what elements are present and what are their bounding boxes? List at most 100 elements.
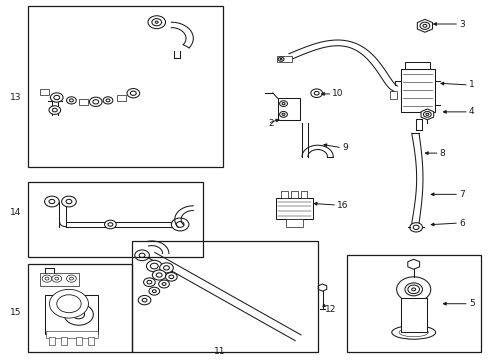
Circle shape (411, 288, 415, 291)
Circle shape (149, 287, 159, 295)
Polygon shape (318, 284, 326, 291)
Circle shape (104, 220, 116, 229)
Circle shape (66, 199, 72, 204)
Circle shape (407, 285, 419, 294)
Circle shape (143, 278, 155, 287)
Bar (389, 91, 396, 99)
Circle shape (412, 225, 418, 229)
Bar (290, 192, 297, 198)
Circle shape (49, 106, 61, 114)
Text: 12: 12 (325, 305, 336, 314)
Circle shape (61, 196, 76, 207)
Text: 7: 7 (458, 190, 464, 199)
Circle shape (155, 21, 158, 23)
Circle shape (282, 113, 285, 116)
Text: 15: 15 (10, 308, 22, 317)
Polygon shape (416, 19, 431, 32)
Circle shape (280, 58, 282, 60)
Text: 3: 3 (458, 19, 464, 28)
Bar (277, 98, 299, 120)
Circle shape (159, 263, 173, 273)
Circle shape (278, 57, 284, 61)
Bar (79, 99, 88, 105)
Bar (277, 56, 291, 62)
Bar (27, 264, 132, 352)
Circle shape (310, 89, 322, 98)
Circle shape (135, 250, 149, 261)
Circle shape (45, 277, 49, 280)
Circle shape (66, 275, 76, 282)
Text: 8: 8 (439, 149, 445, 158)
Circle shape (89, 97, 102, 107)
Circle shape (163, 266, 169, 270)
Bar (88, 337, 94, 345)
Circle shape (153, 19, 160, 25)
Circle shape (69, 277, 73, 280)
Circle shape (52, 275, 61, 282)
Circle shape (419, 22, 429, 30)
Polygon shape (407, 259, 419, 269)
Circle shape (152, 19, 161, 26)
Circle shape (57, 295, 81, 313)
Circle shape (162, 283, 165, 285)
Circle shape (279, 112, 287, 117)
Circle shape (108, 223, 113, 226)
Bar (400, 69, 434, 112)
Text: 4: 4 (468, 107, 473, 116)
Bar (281, 192, 287, 198)
Circle shape (156, 273, 162, 277)
Circle shape (279, 101, 287, 107)
Ellipse shape (398, 328, 427, 337)
Bar (117, 95, 126, 101)
Circle shape (152, 290, 156, 293)
Circle shape (146, 260, 162, 272)
Text: 10: 10 (331, 89, 343, 98)
Circle shape (165, 273, 177, 281)
Text: 16: 16 (336, 201, 348, 210)
Circle shape (130, 91, 136, 95)
Circle shape (171, 218, 188, 231)
Circle shape (73, 310, 84, 319)
Circle shape (282, 103, 285, 105)
Bar (405, 62, 429, 69)
Ellipse shape (391, 325, 435, 339)
Circle shape (396, 277, 430, 302)
Bar (61, 337, 67, 345)
Circle shape (138, 296, 151, 305)
Circle shape (139, 253, 145, 257)
Circle shape (55, 277, 59, 280)
Bar (132, 241, 317, 352)
Circle shape (425, 113, 428, 116)
Bar (40, 89, 49, 95)
Text: 2: 2 (267, 119, 273, 128)
Circle shape (127, 89, 140, 98)
Circle shape (42, 275, 52, 282)
Circle shape (49, 289, 88, 318)
Bar (27, 6, 222, 167)
Circle shape (66, 97, 76, 104)
Circle shape (423, 112, 430, 117)
Circle shape (147, 280, 152, 284)
Polygon shape (420, 109, 433, 120)
Circle shape (64, 304, 93, 325)
Circle shape (50, 93, 63, 102)
Bar (76, 337, 81, 345)
Circle shape (168, 275, 173, 279)
Circle shape (49, 199, 55, 204)
Circle shape (404, 283, 422, 296)
Text: 11: 11 (213, 347, 225, 356)
Text: 9: 9 (341, 143, 347, 152)
Circle shape (103, 97, 113, 104)
Circle shape (314, 91, 319, 95)
Text: 1: 1 (468, 81, 473, 90)
Circle shape (106, 99, 110, 102)
Circle shape (152, 270, 165, 280)
Bar (49, 337, 55, 345)
Circle shape (69, 99, 73, 102)
Bar (45, 330, 98, 338)
Bar (276, 198, 312, 220)
Circle shape (409, 223, 422, 232)
Bar (285, 220, 303, 227)
Circle shape (150, 263, 158, 269)
Bar (300, 192, 307, 198)
